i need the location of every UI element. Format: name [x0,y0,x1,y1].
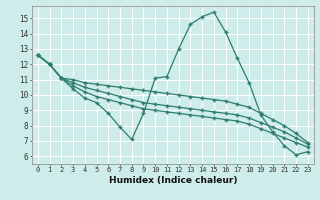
X-axis label: Humidex (Indice chaleur): Humidex (Indice chaleur) [108,176,237,185]
